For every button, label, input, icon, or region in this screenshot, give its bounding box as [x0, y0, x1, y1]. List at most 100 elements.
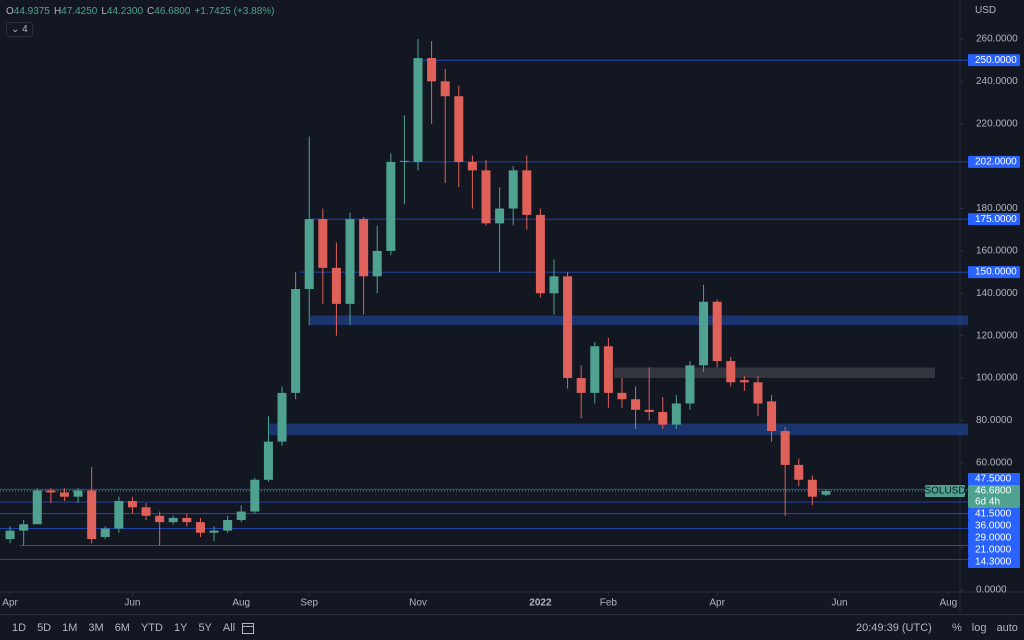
zone: [268, 423, 968, 436]
candle-body: [427, 58, 437, 82]
candle-body: [372, 250, 382, 277]
candle-body: [712, 301, 722, 362]
y-tick-label: 140.0000: [976, 288, 1018, 299]
ohlc-value: 44.2300: [106, 6, 144, 17]
y-tick-label: 80.0000: [976, 415, 1013, 426]
zone: [614, 367, 935, 379]
calendar-icon[interactable]: [241, 621, 255, 635]
level-label-bg: [968, 155, 1020, 168]
level-label: 14.3000: [975, 557, 1012, 568]
range-button[interactable]: YTD: [140, 622, 163, 634]
ohlc-item: L44.2300: [101, 6, 143, 17]
level-label: 150.0000: [975, 267, 1017, 278]
y-tick-label: 60.0000: [976, 457, 1013, 468]
candle-body: [508, 170, 518, 209]
x-tick-label: Jun: [831, 598, 847, 609]
ohlc-change: +1.7425 (+3.88%): [194, 6, 275, 17]
candle-body: [236, 511, 246, 521]
ohlc-item: C46.6800: [147, 6, 190, 17]
x-tick-label: 2022: [529, 598, 552, 609]
ohlc-item: H47.4250: [54, 6, 97, 17]
range-button[interactable]: 5Y: [198, 622, 212, 634]
level-label-bg: [968, 508, 1020, 521]
clock: 20:49:39 (UTC): [856, 622, 932, 634]
candle-body: [739, 380, 749, 383]
candle-body: [331, 267, 341, 304]
level-label-bg: [968, 556, 1020, 569]
candle-body: [563, 276, 573, 379]
candle-body: [522, 170, 532, 215]
candle-body: [73, 490, 83, 497]
candle-body: [753, 382, 763, 404]
level-label-bg: [968, 544, 1020, 557]
candle-body: [481, 170, 491, 224]
range-button[interactable]: 1M: [62, 622, 78, 634]
ohlc-value: 46.6800: [154, 6, 191, 17]
level-label: 21.0000: [975, 545, 1012, 556]
candle-body: [168, 517, 178, 523]
level-label-bg: [968, 266, 1020, 279]
y-tick-label: 100.0000: [976, 373, 1018, 384]
scale-options: % log auto: [952, 622, 1018, 634]
level-label-bg: [968, 520, 1020, 533]
candle-body: [590, 346, 600, 393]
candle-body: [767, 401, 777, 432]
badge-count: 4: [22, 24, 28, 35]
ohlc-key: H: [53, 6, 62, 17]
level-label: 41.5000: [975, 509, 1012, 520]
candle-body: [114, 500, 124, 529]
candle-body: [263, 441, 273, 480]
range-button[interactable]: 6M: [114, 622, 130, 634]
candle-body: [359, 219, 369, 277]
indicator-badge[interactable]: ⌄ 4: [6, 22, 33, 37]
candle-body: [454, 96, 464, 162]
candle-body: [195, 522, 205, 533]
candle-body: [46, 490, 56, 493]
candle-body: [699, 301, 709, 366]
candle-body: [794, 464, 804, 480]
range-button[interactable]: 1Y: [173, 622, 188, 634]
range-button[interactable]: 1D: [12, 622, 27, 634]
x-tick-label: Jun: [124, 598, 140, 609]
range-button[interactable]: 3M: [88, 622, 104, 634]
candle-body: [535, 214, 545, 294]
candle-body: [345, 219, 355, 304]
candle-body: [617, 392, 627, 400]
chart: 0.000020.000060.000080.0000100.0000120.0…: [0, 0, 1024, 612]
ohlc-item: O44.9375: [6, 6, 50, 17]
candle-body: [155, 515, 165, 523]
scale-option[interactable]: %: [952, 622, 962, 634]
ohlc-value: 44.9375: [13, 6, 50, 17]
zone: [310, 315, 968, 326]
x-tick-label: Sep: [300, 598, 318, 609]
level-label-bg: [968, 532, 1020, 545]
level-label: 36.0000: [975, 521, 1012, 532]
y-tick-label: 240.0000: [976, 76, 1018, 87]
countdown: 6d 4h: [975, 497, 1000, 508]
ohlc-key: C: [147, 6, 155, 17]
range-buttons: 1D 5D 1M 3M 6M YTD 1Y 5Y All: [12, 622, 235, 634]
currency[interactable]: USD: [975, 5, 997, 16]
candle-body: [87, 490, 97, 540]
candle-body: [671, 403, 681, 425]
level-label: 250.0000: [975, 55, 1017, 66]
x-tick-label: Apr: [709, 598, 725, 609]
candle-body: [59, 492, 69, 497]
x-tick-label: Feb: [600, 598, 618, 609]
scale-option[interactable]: auto: [996, 622, 1018, 634]
scale-option[interactable]: log: [971, 622, 987, 634]
candle-body: [440, 81, 450, 97]
level-label-bg: [968, 213, 1020, 226]
level-label: 202.0000: [975, 157, 1017, 168]
y-tick-label: 220.0000: [976, 118, 1018, 129]
range-button[interactable]: 5D: [37, 622, 52, 634]
range-button[interactable]: All: [222, 622, 236, 634]
candle-body: [576, 378, 586, 393]
candle-body: [19, 524, 29, 531]
x-tick-label: Apr: [2, 598, 18, 609]
candle-body: [807, 479, 817, 497]
candle-body: [291, 289, 301, 393]
candle-body: [223, 520, 233, 531]
x-tick-label: Aug: [232, 598, 250, 609]
